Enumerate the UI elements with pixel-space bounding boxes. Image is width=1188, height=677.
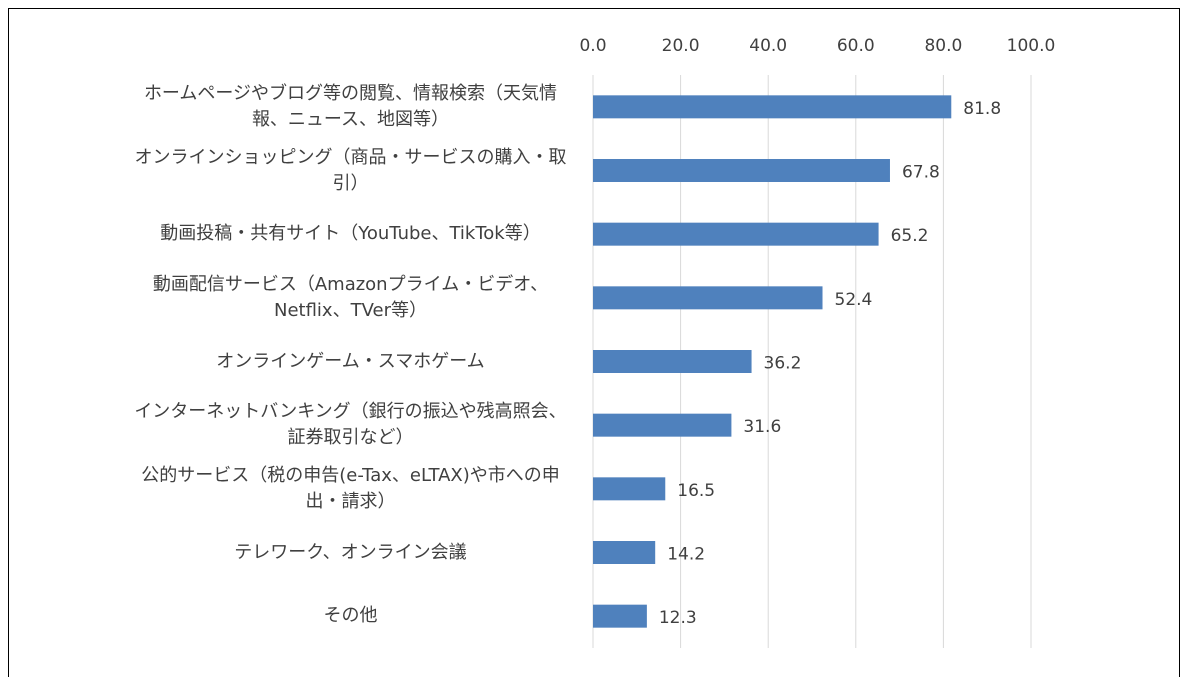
category-label: 動画配信サービス（Amazonプライム・ビデオ、Netflix、TVer等） — [152, 273, 549, 321]
category-label: 動画投稿・共有サイト（YouTube、TikTok等） — [160, 223, 541, 245]
bar — [593, 413, 732, 437]
bar — [593, 477, 666, 501]
frame — [8, 8, 1180, 677]
data-label: 52.4 — [835, 290, 873, 310]
bar — [593, 286, 823, 310]
category-label: ホームページやブログ等の閲覧、情報検索（天気情報、ニュース、地図等） — [143, 82, 558, 130]
data-label: 12.3 — [659, 608, 697, 628]
bar — [593, 541, 656, 564]
data-label: 81.8 — [963, 99, 1001, 119]
x-tick-label: 40.0 — [749, 36, 787, 56]
data-label: 14.2 — [667, 545, 705, 565]
category-label: 公的サービス（税の申告(e-Tax、eLTAX)や市への申出・請求） — [141, 464, 560, 512]
bar — [593, 222, 879, 246]
bar — [593, 350, 752, 373]
category-label: オンラインゲーム・スマホゲーム — [216, 350, 485, 372]
data-label: 16.5 — [677, 481, 715, 501]
data-label: 65.2 — [891, 226, 929, 246]
x-tick-label: 20.0 — [662, 36, 700, 56]
category-label: その他 — [323, 605, 378, 627]
x-tick-label: 0.0 — [579, 36, 606, 56]
x-tick-label: 60.0 — [837, 36, 875, 56]
data-label: 31.6 — [743, 417, 781, 437]
category-label: オンラインショッピング（商品・サービスの購入・取引） — [134, 146, 567, 194]
x-tick-label: 100.0 — [1007, 36, 1056, 56]
bar — [593, 604, 647, 628]
category-label: テレワーク、オンライン会議 — [234, 541, 467, 563]
data-label: 36.2 — [764, 354, 802, 374]
x-tick-label: 80.0 — [924, 36, 962, 56]
category-label: インターネットバンキング（銀行の振込や残高照会、証券取引など） — [134, 401, 567, 449]
data-label: 67.8 — [902, 163, 940, 183]
bar — [593, 95, 952, 119]
bar — [593, 159, 890, 182]
